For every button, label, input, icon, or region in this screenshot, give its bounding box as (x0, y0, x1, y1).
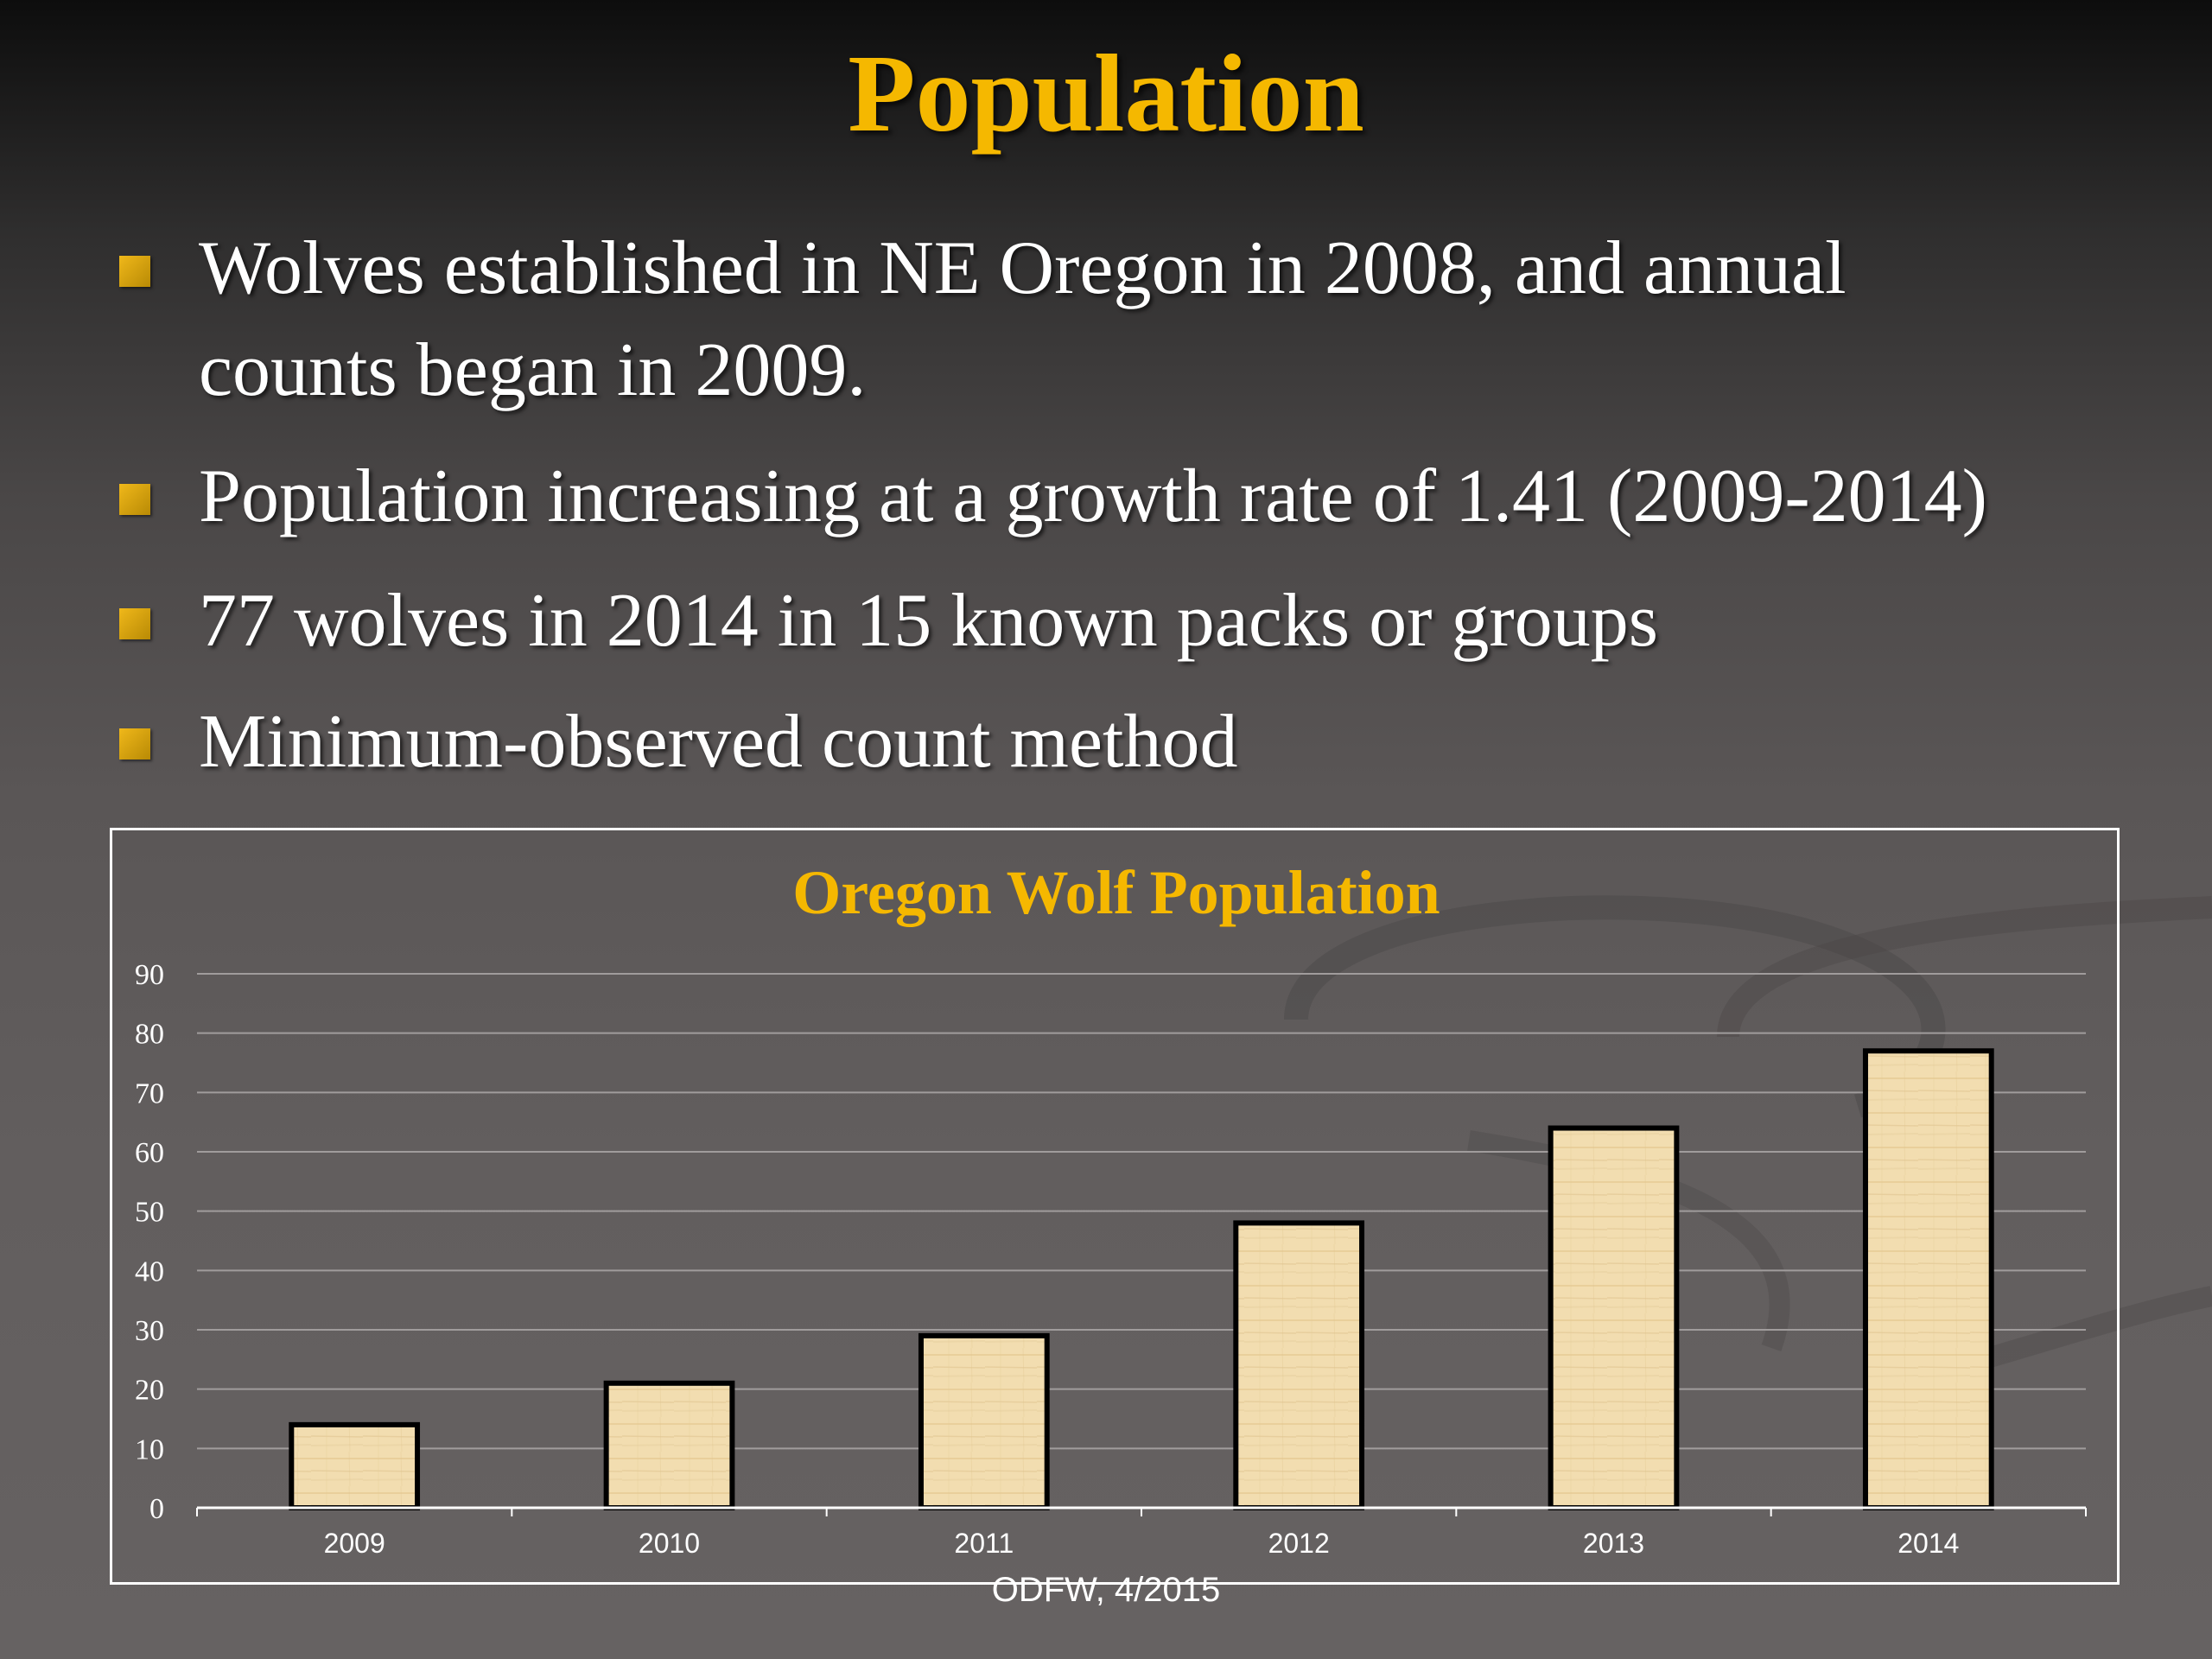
x-tick-label: 2009 (324, 1528, 385, 1559)
bullet-3-text: 77 wolves in 2014 in 15 known packs or g… (199, 579, 1658, 663)
x-tick-label: 2010 (639, 1528, 700, 1559)
y-tick-label: 80 (135, 1019, 164, 1051)
x-tick-label: 2013 (1583, 1528, 1644, 1559)
bullet-1-line-2: counts began in 2009. (199, 328, 867, 412)
y-tick-label: 60 (135, 1137, 164, 1169)
bullet-marker (119, 484, 150, 515)
chart-frame (110, 828, 2120, 1585)
chart-title: Oregon Wolf Population (792, 858, 1440, 927)
bar-2009 (289, 1421, 421, 1511)
y-tick-label: 40 (135, 1255, 164, 1287)
y-axis: 0 10 20 30 40 50 60 70 80 90 (135, 959, 164, 1525)
x-tick-label: 2014 (1897, 1528, 1959, 1559)
bullet-marker (119, 728, 150, 760)
x-tick-label: 2011 (954, 1528, 1014, 1559)
gridlines (197, 973, 2086, 1450)
y-tick-label: 20 (135, 1375, 164, 1407)
bullet-1-line-1: Wolves established in NE Oregon in 2008,… (199, 226, 1847, 310)
bullet-marker (119, 608, 150, 639)
bullet-4-text: Minimum-observed count method (199, 700, 1238, 784)
y-tick-label: 0 (149, 1493, 164, 1525)
bars (289, 1048, 1994, 1511)
x-tick-label: 2012 (1268, 1528, 1330, 1559)
y-tick-label: 50 (135, 1197, 164, 1229)
y-tick-label: 70 (135, 1077, 164, 1109)
bullet-list: Wolves established in NE Oregon in 2008,… (0, 0, 2212, 821)
bullet-marker (119, 256, 150, 287)
slide-title: Population (848, 32, 1364, 155)
x-axis: 2009 2010 2011 2012 2013 2014 (196, 1506, 2087, 1559)
y-tick-label: 90 (135, 959, 164, 991)
y-tick-label: 10 (135, 1433, 164, 1465)
y-tick-label: 30 (135, 1315, 164, 1347)
source-note: ODFW, 4/2015 (991, 1571, 1221, 1609)
bullet-2-text: Population increasing at a growth rate o… (199, 454, 1987, 538)
